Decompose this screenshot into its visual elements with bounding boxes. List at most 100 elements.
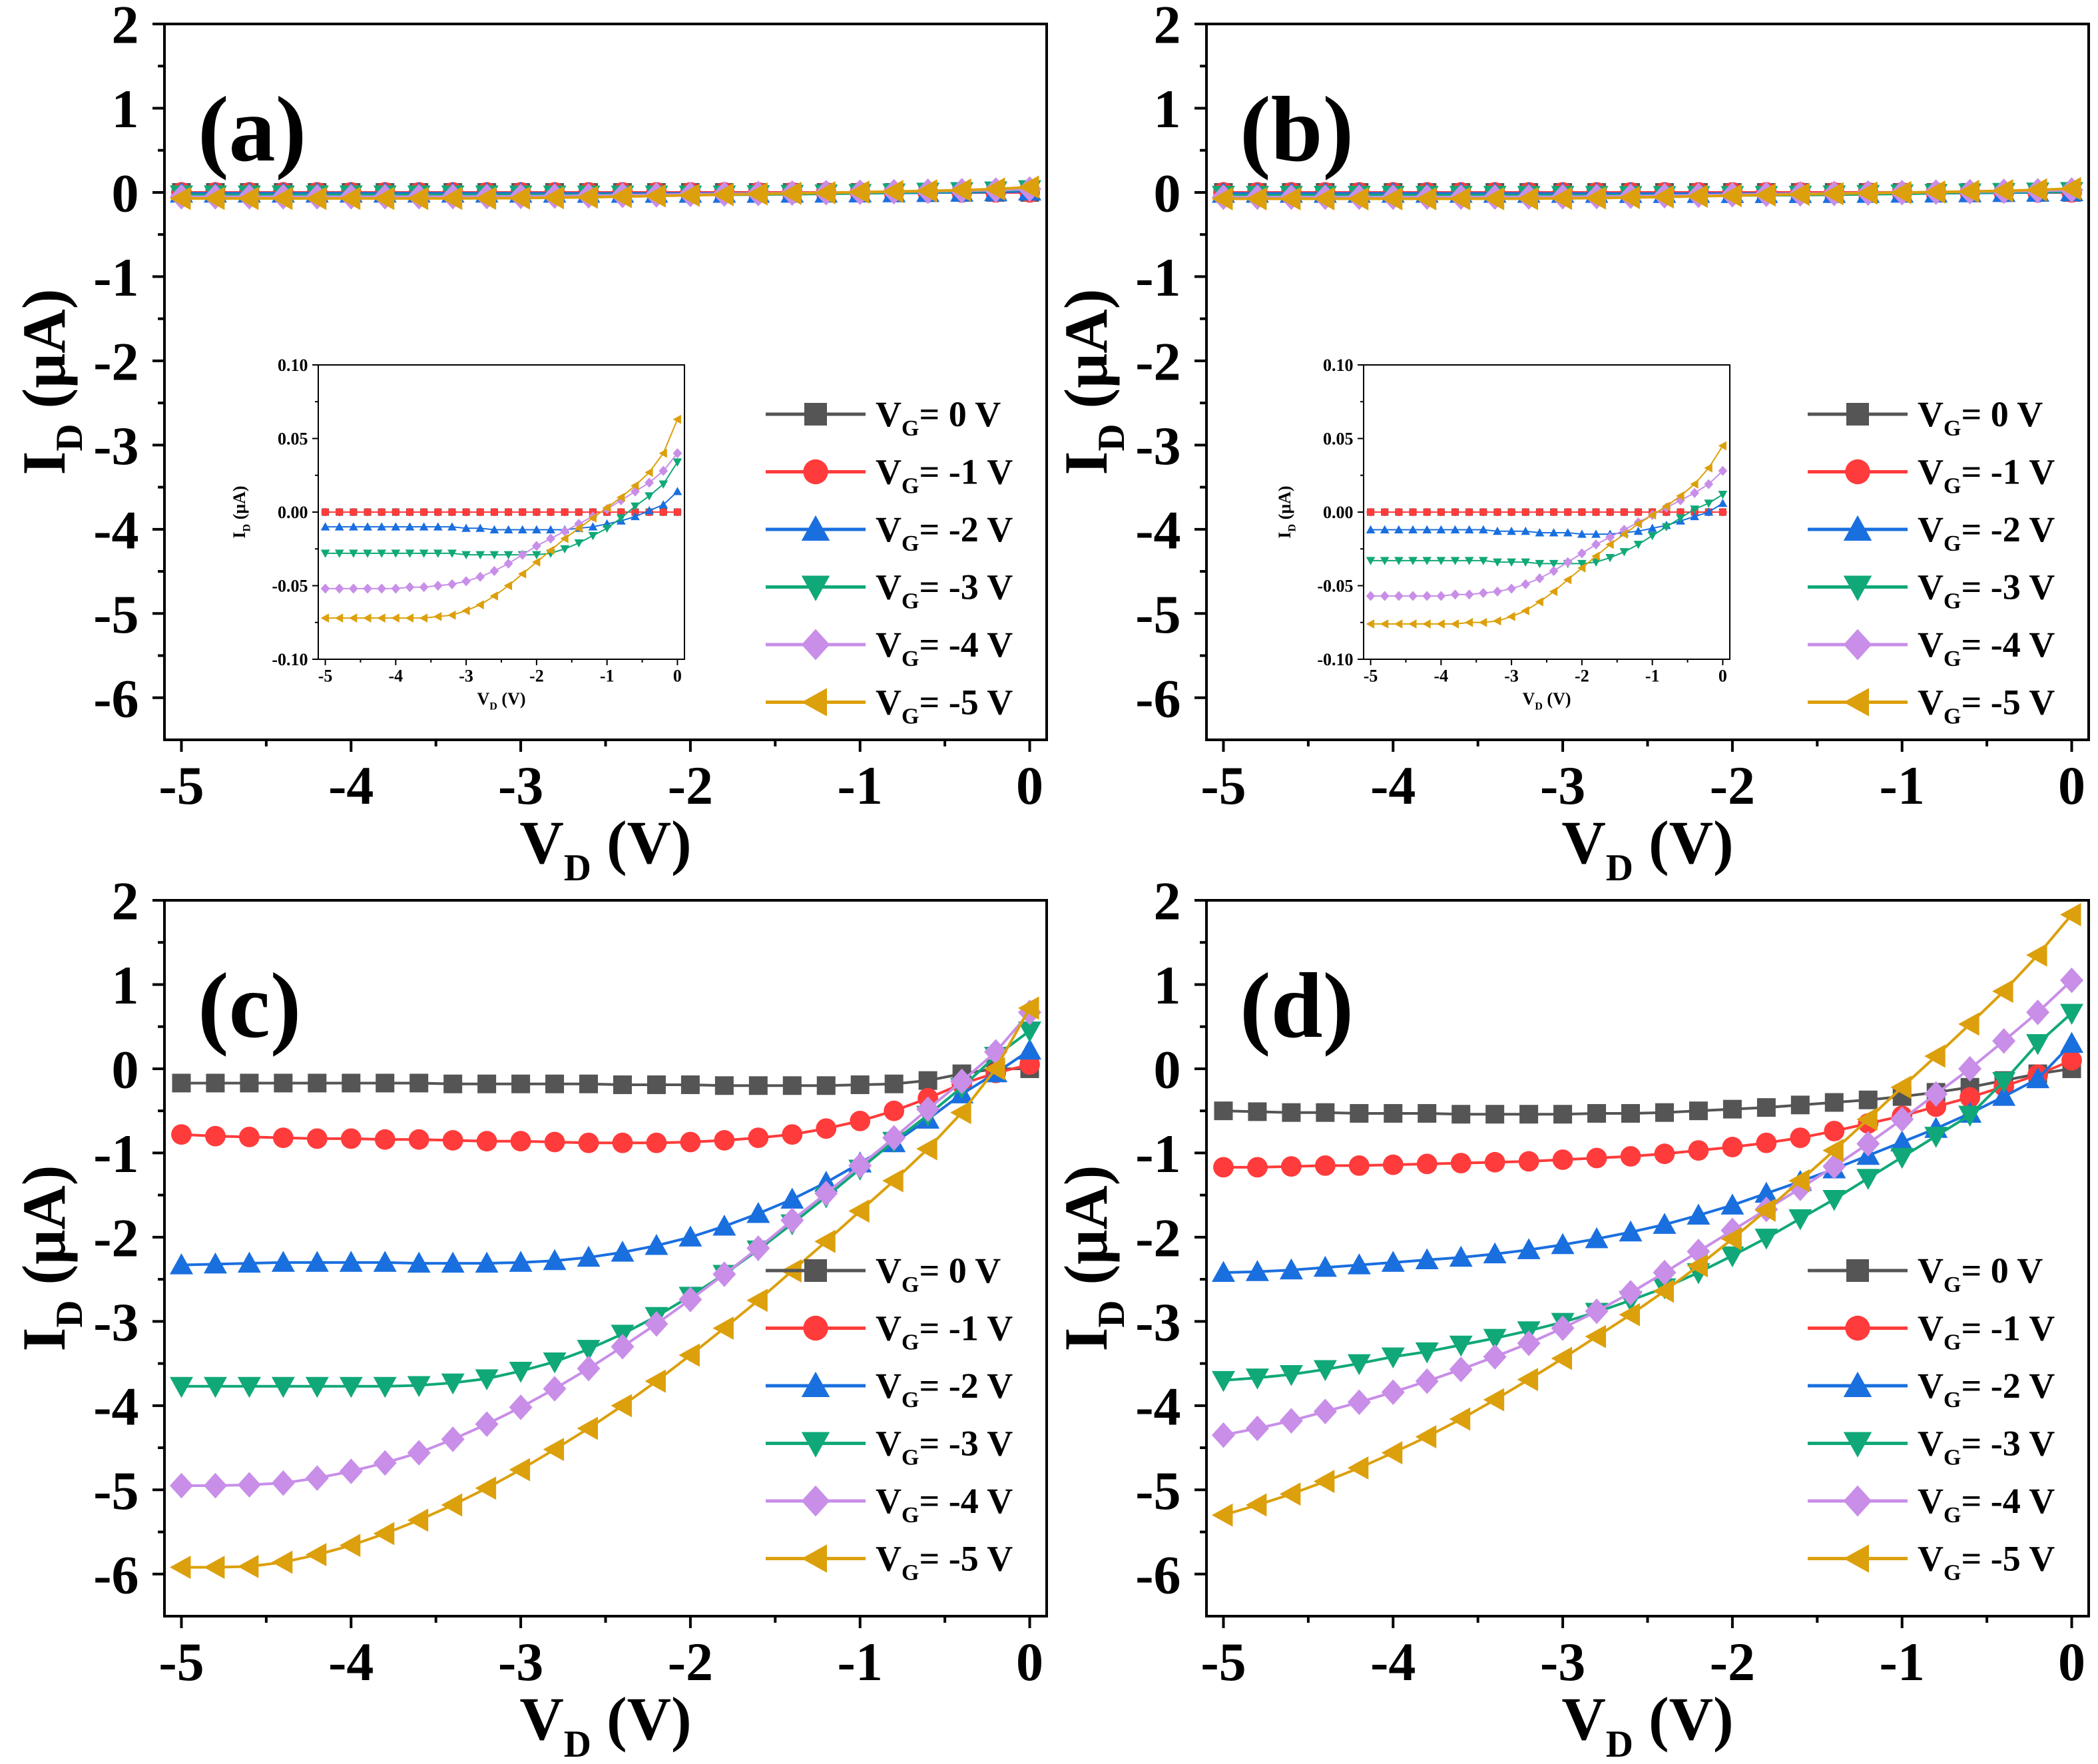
data-point — [1654, 1143, 1675, 1165]
legend-label-2: VG= -2 V — [1918, 509, 2055, 556]
inset-x-tick-label: -5 — [1364, 667, 1378, 686]
inset-data-point — [504, 507, 513, 517]
data-point — [1211, 1261, 1235, 1282]
legend-label-sub: G — [902, 1388, 919, 1412]
inset-data-point — [1436, 525, 1446, 534]
data-point — [1992, 1028, 2016, 1054]
data-point — [1381, 187, 1403, 211]
inset-data-point — [378, 507, 386, 517]
data-point — [1722, 1137, 1743, 1157]
inset-data-point — [1563, 528, 1573, 537]
data-point — [509, 1251, 533, 1272]
data-point — [1281, 1156, 1302, 1177]
inset-data-point — [405, 507, 414, 517]
legend-label-main: V — [1918, 1424, 1944, 1464]
y-tick-label: 1 — [1154, 79, 1181, 139]
inset-data-point — [588, 531, 598, 541]
data-point — [1552, 1149, 1573, 1170]
inset-data-point — [1605, 554, 1615, 563]
inset-x-axis-title: VD (V) — [477, 689, 525, 712]
legend-label-main: V — [876, 1309, 902, 1348]
inset-data-point — [546, 533, 555, 544]
data-point — [475, 1251, 499, 1273]
inset-data-point — [1380, 525, 1390, 534]
data-point — [1754, 183, 1776, 207]
data-point — [169, 1472, 193, 1499]
inset-data-point — [489, 591, 498, 601]
data-point — [308, 1073, 327, 1093]
inset-data-point — [1380, 619, 1389, 629]
inset-data-point — [1535, 528, 1545, 537]
inset-data-point — [320, 522, 330, 531]
legend-marker-4 — [1843, 629, 1872, 661]
legend-label-main: V — [1918, 567, 1944, 607]
inset-data-point — [476, 507, 485, 517]
panel-label: (d) — [1240, 954, 1354, 1057]
data-point — [441, 1426, 465, 1452]
data-point — [1416, 1153, 1438, 1175]
data-point — [339, 1458, 363, 1484]
inset-data-point — [363, 549, 372, 558]
legend-label-main: V — [876, 452, 902, 492]
inset-data-point — [1507, 507, 1516, 517]
legend-label-0: VG= 0 V — [876, 394, 1001, 441]
y-tick-label: -2 — [93, 1208, 138, 1269]
x-tick-label: -4 — [1370, 755, 1416, 816]
inset-data-point — [532, 525, 541, 534]
legend-marker-5 — [1843, 688, 1869, 717]
inset-data-point — [1563, 575, 1572, 585]
inset-y-tick-label: 0.00 — [278, 503, 308, 522]
y-axis-title: ID (μA) — [1052, 1165, 1133, 1352]
inset-x-tick-label: 0 — [1718, 667, 1727, 686]
data-point — [1924, 1081, 1948, 1107]
data-point — [1483, 1328, 1507, 1350]
y-tick-label: 1 — [112, 955, 139, 1016]
y-tick-label: -5 — [1135, 584, 1180, 645]
data-point — [240, 1073, 259, 1093]
x-axis-title-sub: D — [564, 847, 591, 889]
data-point — [1958, 180, 1979, 204]
data-point — [407, 1440, 431, 1466]
inset-data-point — [349, 549, 358, 558]
data-point — [407, 1376, 431, 1397]
data-point — [748, 1076, 768, 1095]
inset-data-point — [377, 613, 386, 623]
data-point — [1754, 1181, 1778, 1203]
x-tick-label: -3 — [1540, 1631, 1585, 1692]
inset-data-point — [1451, 507, 1459, 517]
data-point — [1992, 179, 2013, 203]
series-line-2 — [1223, 1042, 2073, 1274]
legend-marker-1 — [1845, 459, 1870, 485]
inset-data-point — [1408, 525, 1418, 534]
x-tick-label: -5 — [158, 755, 204, 816]
legend-label-sub: G — [1944, 1503, 1961, 1528]
inset-data-point — [1464, 589, 1474, 600]
data-point — [1856, 1169, 1880, 1190]
legend-label-value: = -1 V — [919, 452, 1013, 492]
data-point — [373, 186, 395, 210]
data-point — [1211, 1503, 1233, 1527]
data-point — [1788, 182, 1810, 206]
data-point — [848, 1153, 872, 1179]
inset-data-point — [1704, 479, 1714, 489]
legend-marker-4 — [801, 629, 830, 661]
data-point — [1619, 1280, 1643, 1306]
data-point — [2060, 176, 2081, 200]
inset-data-point — [1633, 519, 1642, 529]
inset-data-point — [645, 467, 653, 477]
data-point — [1415, 1342, 1439, 1364]
inset-x-tick-label: -3 — [1504, 667, 1519, 686]
data-point — [916, 1096, 940, 1122]
inset-y-tick-label: -0.05 — [1317, 577, 1353, 596]
data-point — [1653, 1279, 1674, 1303]
inset-data-point — [1619, 529, 1628, 539]
legend-marker-2 — [801, 515, 830, 541]
data-point — [579, 1074, 599, 1093]
inset-data-point — [405, 522, 415, 531]
inset-data-point — [334, 583, 344, 594]
legend-label-5: VG= -5 V — [1918, 683, 2055, 729]
inset-data-point — [1661, 523, 1671, 531]
data-point — [1347, 1253, 1371, 1275]
x-axis-title-main: V — [519, 1685, 563, 1753]
data-point — [1313, 1398, 1337, 1424]
